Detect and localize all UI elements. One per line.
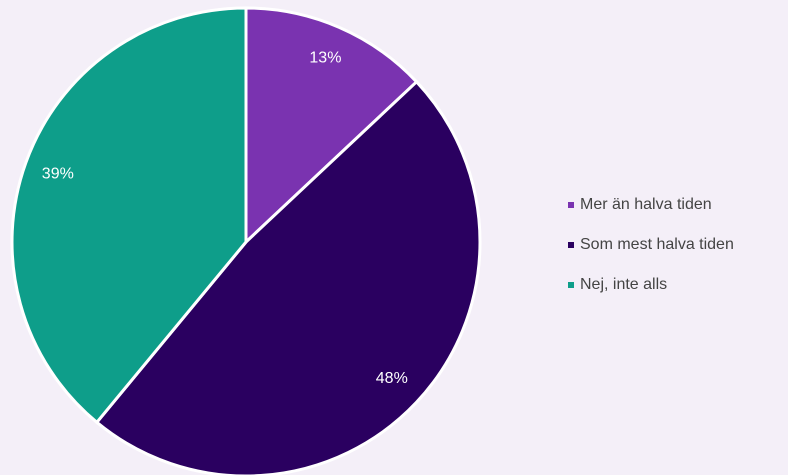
legend-label: Som mest halva tiden: [580, 236, 734, 253]
data-label: 13%: [309, 50, 341, 67]
legend-swatch: [568, 242, 574, 248]
legend-swatch: [568, 282, 574, 288]
data-label: 48%: [376, 370, 408, 387]
pie-slice: [244, 6, 419, 246]
legend-swatch: [568, 202, 574, 208]
legend-label: Nej, inte alls: [580, 276, 667, 293]
data-label: 39%: [42, 165, 74, 182]
pie-slice: [10, 6, 248, 425]
pie-slice: [94, 79, 482, 475]
legend-label: Mer än halva tiden: [580, 196, 712, 213]
